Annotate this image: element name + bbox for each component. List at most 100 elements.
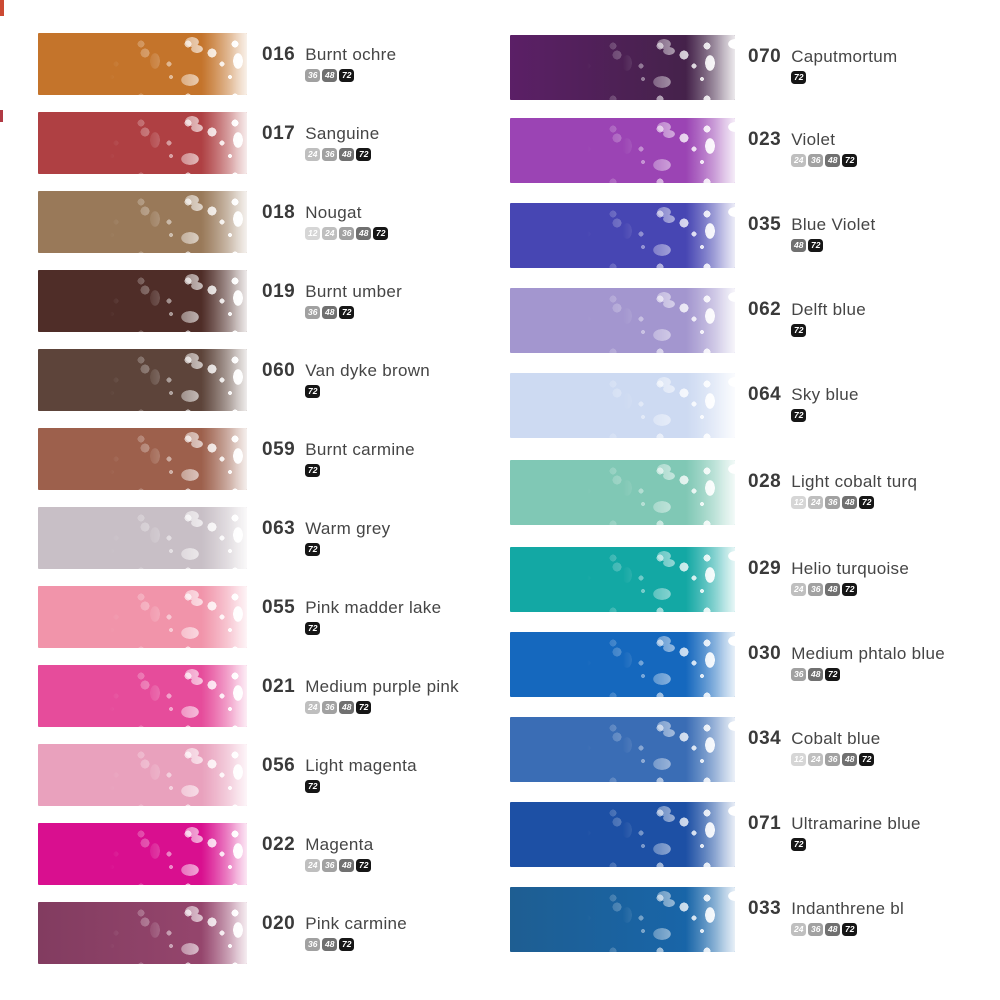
color-entry: 034 Cobalt blue 12 24 36 48 72 [510,717,1000,787]
set-badges: 72 [305,385,430,398]
color-entry: 017 Sanguine 24 36 48 72 [38,112,1000,182]
set-badge: 48 [339,701,355,714]
set-badges: 72 [791,838,921,851]
color-entry: 064 Sky blue 72 [510,373,1000,443]
set-badge: 12 [791,753,807,766]
set-badge: 36 [322,148,338,161]
color-entry: 035 Blue Violet 48 72 [510,203,1000,273]
set-badges: 72 [791,324,866,337]
set-badge: 72 [305,622,321,635]
color-entry: 022 Magenta 24 36 48 72 [38,823,1000,893]
color-entry: 018 Nougat 12 24 36 48 72 [38,191,1000,261]
color-swatch [38,33,247,95]
color-code: 023 [748,129,782,150]
color-code: 062 [748,299,782,320]
set-badge: 48 [842,496,858,509]
color-code: 020 [262,913,296,934]
color-label: 021 Medium purple pink 24 36 48 72 [262,676,459,714]
set-badges: 36 48 72 [305,306,402,319]
color-entry: 020 Pink carmine 36 48 72 [38,902,1000,972]
color-swatch [510,35,735,100]
color-code: 030 [748,643,782,664]
color-swatch [510,547,735,612]
set-badge: 36 [825,753,841,766]
set-badge: 48 [808,668,824,681]
set-badge: 72 [842,583,858,596]
color-code: 019 [262,281,296,302]
set-badge: 36 [825,496,841,509]
color-label: 035 Blue Violet 48 72 [748,214,875,252]
color-name: Magenta [305,835,374,854]
color-name: Light cobalt turq [791,472,918,491]
color-name: Indanthrene bl [791,899,905,918]
color-code: 056 [262,755,296,776]
set-badge: 36 [791,668,807,681]
color-label: 055 Pink madder lake 72 [262,597,441,635]
color-name: Cobalt blue [791,729,881,748]
set-badge: 36 [339,227,355,240]
set-badge: 48 [322,69,338,82]
set-badge: 72 [305,464,321,477]
color-code: 022 [262,834,296,855]
set-badge: 72 [305,543,321,556]
set-badge: 72 [339,306,355,319]
set-badge: 24 [791,154,807,167]
color-name: Warm grey [305,519,391,538]
set-badge: 48 [339,859,355,872]
color-swatch [38,112,247,174]
set-badges: 24 36 48 72 [305,701,459,714]
color-name: Caputmortum [791,47,898,66]
set-badge: 36 [305,69,321,82]
set-badge: 48 [791,239,807,252]
set-badges: 12 24 36 48 72 [305,227,389,240]
color-swatch [38,902,247,964]
color-code: 016 [262,44,296,65]
set-badge: 72 [859,753,875,766]
set-badge: 24 [305,701,321,714]
set-badge: 72 [305,780,321,793]
set-badges: 72 [305,780,417,793]
color-name: Medium phtalo blue [791,644,945,663]
color-swatch [510,460,735,525]
color-entry: 060 Van dyke brown 72 [38,349,1000,419]
color-label: 020 Pink carmine 36 48 72 [262,913,407,951]
color-entry: 030 Medium phtalo blue 36 48 72 [510,632,1000,702]
color-entry: 029 Helio turquoise 24 36 48 72 [510,547,1000,617]
color-code: 021 [262,676,296,697]
set-badge: 36 [305,938,321,951]
color-name: Nougat [305,203,362,222]
color-entry: 056 Light magenta 72 [38,744,1000,814]
color-name: Burnt ochre [305,45,397,64]
set-badge: 72 [842,923,858,936]
color-label: 017 Sanguine 24 36 48 72 [262,123,379,161]
color-label: 063 Warm grey 72 [262,518,390,556]
color-entry: 016 Burnt ochre 36 48 72 [38,33,1000,103]
color-label: 056 Light magenta 72 [262,755,417,793]
color-entry: 055 Pink madder lake 72 [38,586,1000,656]
set-badge: 72 [339,938,355,951]
set-badge: 72 [305,385,321,398]
set-badges: 12 24 36 48 72 [791,496,917,509]
set-badge: 72 [791,324,807,337]
set-badge: 24 [791,923,807,936]
color-swatch [38,428,247,490]
set-badge: 48 [825,154,841,167]
set-badge: 48 [825,923,841,936]
color-code: 070 [748,46,782,67]
color-entry: 021 Medium purple pink 24 36 48 72 [38,665,1000,735]
set-badge: 72 [373,227,389,240]
set-badges: 36 48 72 [305,938,407,951]
color-label: 071 Ultramarine blue 72 [748,813,921,851]
color-name: Helio turquoise [791,559,910,578]
set-badge: 48 [322,306,338,319]
set-badges: 72 [791,409,859,422]
set-badges: 72 [305,543,390,556]
color-name: Pink madder lake [305,598,442,617]
set-badge: 72 [859,496,875,509]
color-label: 019 Burnt umber 36 48 72 [262,281,402,319]
color-code: 071 [748,813,782,834]
color-swatch [510,203,735,268]
set-badges: 24 36 48 72 [305,148,379,161]
color-swatch [510,373,735,438]
color-name: Sky blue [791,385,859,404]
